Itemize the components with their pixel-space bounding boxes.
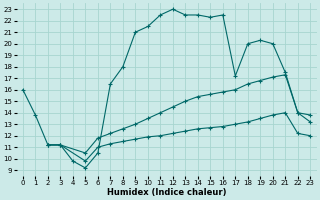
X-axis label: Humidex (Indice chaleur): Humidex (Indice chaleur) <box>107 188 226 197</box>
